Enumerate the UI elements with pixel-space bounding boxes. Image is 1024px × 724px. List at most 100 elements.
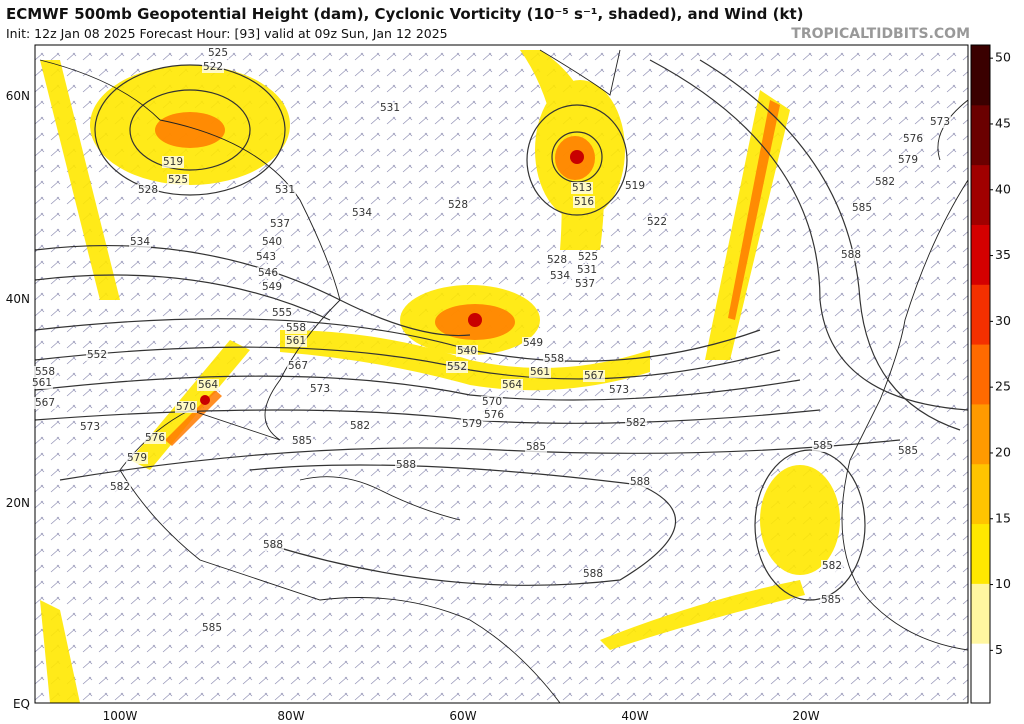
contour-label: 528 xyxy=(138,184,158,196)
colorbar-tick-label: 20 xyxy=(995,444,1011,459)
lon-label: 60W xyxy=(449,709,476,723)
contour-label: 582 xyxy=(350,420,370,432)
contour-label-bg xyxy=(608,384,630,396)
contour-label-bg xyxy=(126,452,148,464)
contour-label-bg xyxy=(624,180,646,192)
axis-labels: 60N 40N 20N EQ 100W 80W 60W 40W 20W xyxy=(6,89,820,723)
contour-label-bg xyxy=(395,459,417,471)
colorbar-tick-label: 15 xyxy=(995,510,1011,525)
colorbar-swatch xyxy=(971,523,990,584)
contour-label: 543 xyxy=(256,251,276,263)
contour-label: 531 xyxy=(577,264,597,276)
contour-label-bg xyxy=(262,539,284,551)
contour-label-bg xyxy=(379,102,401,114)
title: ECMWF 500mb Geopotential Height (dam), C… xyxy=(6,5,803,23)
colorbar-tick-label: 40 xyxy=(995,181,1011,196)
contour-label: 588 xyxy=(396,459,416,471)
contour-label-bg xyxy=(574,278,596,290)
contour-label-bg xyxy=(261,281,283,293)
colorbar-swatch xyxy=(971,45,990,106)
contour-label-bg xyxy=(577,251,599,263)
contour-label-bg xyxy=(255,251,277,263)
contour-label: 576 xyxy=(145,432,165,444)
contour-label: 534 xyxy=(352,207,372,219)
contour-label: 576 xyxy=(484,409,504,421)
contour-label: 573 xyxy=(80,421,100,433)
credit: TROPICALTIDBITS.COM xyxy=(791,26,970,42)
contour-label-bg xyxy=(129,236,151,248)
contour-label: 522 xyxy=(203,61,223,73)
contour-label-bg xyxy=(571,182,593,194)
contour-label: 513 xyxy=(572,182,592,194)
contour-label: 585 xyxy=(526,441,546,453)
contour-label: 579 xyxy=(462,418,482,430)
contour-label: 540 xyxy=(457,345,477,357)
contour-label: 564 xyxy=(502,379,522,391)
contour-label: 558 xyxy=(286,322,306,334)
contour-label: 534 xyxy=(550,270,570,282)
contour-label: 570 xyxy=(482,396,502,408)
contour-label-bg xyxy=(522,337,544,349)
contour-label-bg xyxy=(446,361,468,373)
contour-label-bg xyxy=(197,379,219,391)
contour-label: 567 xyxy=(584,370,604,382)
contour-label: 537 xyxy=(270,218,290,230)
contour-label-bg xyxy=(583,370,605,382)
colorbar-tick-label: 50 xyxy=(995,50,1011,65)
contour-label: 525 xyxy=(578,251,598,263)
contour-label: 549 xyxy=(523,337,543,349)
contour-label-bg xyxy=(309,383,331,395)
contour-label: 531 xyxy=(380,102,400,114)
contour-label: 522 xyxy=(647,216,667,228)
colorbar-tick-label: 45 xyxy=(995,115,1011,130)
contour-label-bg xyxy=(576,264,598,276)
colorbar-tick-label: 30 xyxy=(995,313,1011,328)
contour-label: 558 xyxy=(35,366,55,378)
contour-label-bg xyxy=(821,560,843,572)
lon-label: 80W xyxy=(277,709,304,723)
contour-label-bg xyxy=(851,202,873,214)
contour-label: 588 xyxy=(630,476,650,488)
contour-label: 561 xyxy=(32,377,52,389)
vorticity-max xyxy=(200,150,584,405)
contour-label: 519 xyxy=(625,180,645,192)
contour-label-bg xyxy=(820,594,842,606)
contour-label-bg xyxy=(456,345,478,357)
contour-label: 555 xyxy=(272,307,292,319)
contour-label-bg xyxy=(461,418,483,430)
lat-label: EQ xyxy=(13,697,30,711)
contour-label: 561 xyxy=(286,335,306,347)
contour-label: 588 xyxy=(263,539,283,551)
contour-label-bg xyxy=(269,218,291,230)
contour-label: 531 xyxy=(275,184,295,196)
contour-label: 564 xyxy=(198,379,218,391)
contour-label-bg xyxy=(34,366,56,378)
contour-label: 567 xyxy=(288,360,308,372)
colorbar-tick-label: 10 xyxy=(995,576,1011,591)
contour-label: 567 xyxy=(35,397,55,409)
contour-label-bg xyxy=(902,133,924,145)
contour-label: 582 xyxy=(875,176,895,188)
contour-label: 588 xyxy=(841,249,861,261)
contour-label-bg xyxy=(625,417,647,429)
colorbar-swatch xyxy=(971,164,990,225)
contour-label-bg xyxy=(144,432,166,444)
contour-label: 528 xyxy=(448,199,468,211)
contour-label-bg xyxy=(285,322,307,334)
contour-label-bg xyxy=(109,481,131,493)
contour-label-bg xyxy=(351,207,373,219)
colorbar-tick-label: 25 xyxy=(995,379,1011,394)
contour-label-bg xyxy=(447,199,469,211)
contour-label: 585 xyxy=(821,594,841,606)
lon-label: 100W xyxy=(103,709,138,723)
lon-label: 20W xyxy=(792,709,819,723)
contour-label-bg xyxy=(34,397,56,409)
contour-label-bg xyxy=(501,379,523,391)
contour-label-bg xyxy=(840,249,862,261)
contour-label: 579 xyxy=(127,452,147,464)
colorbar-swatch xyxy=(971,284,990,345)
contour-label-bg xyxy=(483,409,505,421)
contour-label-bg xyxy=(137,184,159,196)
contour-label-bg xyxy=(86,349,108,361)
contour-label: 582 xyxy=(822,560,842,572)
